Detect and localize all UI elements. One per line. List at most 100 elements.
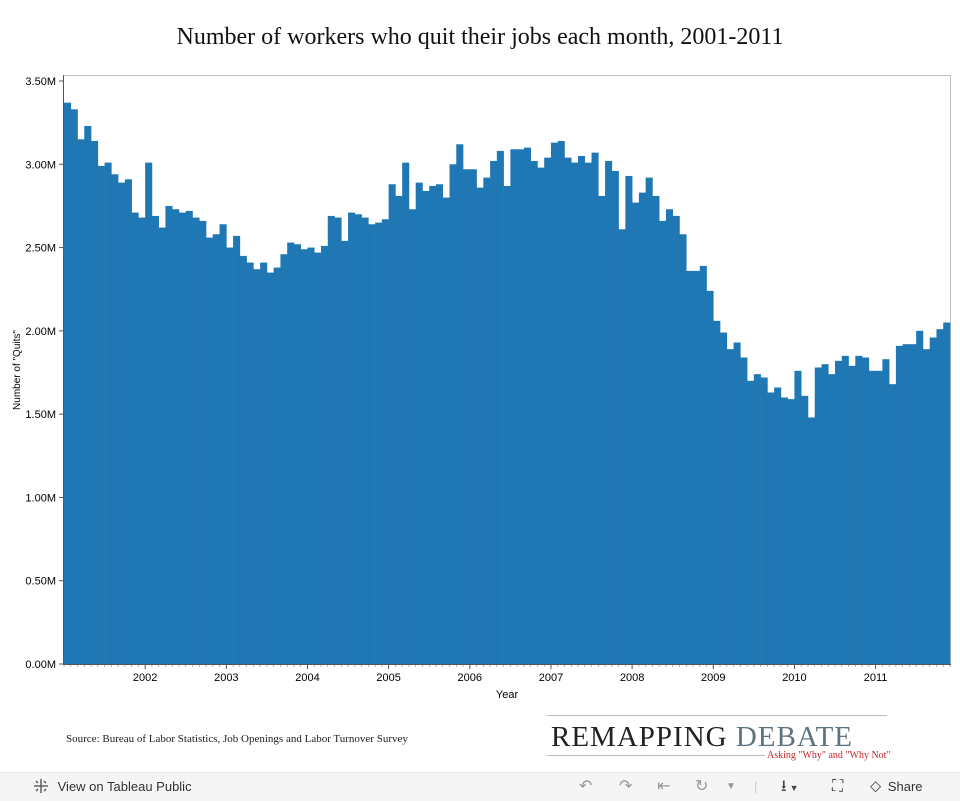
bar-75[interactable]	[571, 162, 579, 664]
bar-76[interactable]	[578, 155, 586, 664]
bar-3[interactable]	[84, 125, 92, 665]
bar-11[interactable]	[138, 217, 146, 664]
bar-90[interactable]	[672, 215, 680, 665]
bar-67[interactable]	[517, 149, 525, 665]
bar-0[interactable]	[64, 102, 72, 664]
bar-80[interactable]	[605, 160, 613, 664]
bar-92[interactable]	[686, 270, 694, 664]
bar-12[interactable]	[145, 162, 153, 664]
bar-31[interactable]	[273, 267, 281, 664]
bar-71[interactable]	[544, 157, 552, 664]
bar-78[interactable]	[591, 152, 599, 664]
bar-128[interactable]	[929, 337, 937, 664]
bar-33[interactable]	[287, 242, 295, 664]
bar-122[interactable]	[889, 384, 897, 664]
bar-20[interactable]	[199, 220, 207, 665]
bar-114[interactable]	[835, 360, 843, 664]
download-icon[interactable]: ⭳ ▼	[781, 778, 799, 795]
bar-39[interactable]	[327, 215, 335, 665]
fullscreen-icon[interactable]: ⛶	[832, 778, 844, 795]
bar-52[interactable]	[415, 182, 423, 665]
bar-104[interactable]	[767, 392, 775, 664]
bar-53[interactable]	[422, 190, 430, 664]
bar-110[interactable]	[807, 417, 816, 664]
bar-34[interactable]	[293, 244, 302, 665]
bar-112[interactable]	[821, 364, 829, 664]
bar-19[interactable]	[192, 217, 200, 664]
bar-32[interactable]	[280, 254, 288, 665]
bar-44[interactable]	[361, 217, 369, 664]
bar-95[interactable]	[706, 290, 714, 664]
bar-84[interactable]	[632, 202, 640, 664]
bar-88[interactable]	[659, 220, 667, 665]
bar-45[interactable]	[368, 224, 376, 664]
bar-38[interactable]	[321, 245, 329, 664]
bar-4[interactable]	[91, 140, 99, 665]
bar-5[interactable]	[97, 165, 105, 664]
dropdown-icon[interactable]: ▼	[726, 781, 736, 792]
bar-113[interactable]	[828, 374, 836, 664]
bar-99[interactable]	[733, 342, 741, 664]
remapping-debate-logo[interactable]: REMAPPING DEBATE Asking "Why" and "Why N…	[547, 715, 893, 765]
bar-43[interactable]	[354, 214, 362, 664]
bar-108[interactable]	[794, 370, 802, 664]
bar-15[interactable]	[165, 205, 173, 664]
bar-91[interactable]	[679, 234, 687, 664]
bar-9[interactable]	[124, 179, 132, 664]
bar-111[interactable]	[814, 367, 822, 665]
bar-79[interactable]	[598, 195, 606, 664]
bar-61[interactable]	[476, 187, 484, 665]
bar-24[interactable]	[226, 247, 234, 664]
bar-73[interactable]	[557, 140, 565, 665]
bar-42[interactable]	[348, 212, 356, 664]
bar-40[interactable]	[334, 217, 342, 664]
bar-129[interactable]	[936, 329, 944, 664]
bar-37[interactable]	[314, 252, 322, 664]
bar-46[interactable]	[375, 222, 383, 664]
bar-27[interactable]	[246, 262, 254, 664]
bar-36[interactable]	[307, 247, 315, 664]
bar-64[interactable]	[496, 150, 504, 664]
bar-121[interactable]	[882, 359, 890, 664]
bar-106[interactable]	[780, 397, 788, 664]
redo-icon[interactable]: ↷	[619, 778, 633, 795]
bar-26[interactable]	[239, 255, 247, 664]
bar-72[interactable]	[550, 142, 559, 664]
bar-77[interactable]	[584, 162, 592, 664]
bar-98[interactable]	[726, 349, 734, 664]
revert-icon[interactable]: ⇤	[657, 778, 671, 795]
bar-18[interactable]	[185, 210, 193, 664]
bar-85[interactable]	[638, 192, 646, 664]
bar-68[interactable]	[523, 147, 531, 664]
bar-74[interactable]	[564, 157, 572, 664]
bar-65[interactable]	[503, 185, 511, 664]
bar-87[interactable]	[652, 195, 660, 664]
bar-54[interactable]	[429, 185, 437, 664]
bar-8[interactable]	[118, 182, 126, 665]
bar-49[interactable]	[395, 195, 403, 664]
bar-10[interactable]	[131, 212, 139, 664]
bar-21[interactable]	[206, 237, 214, 664]
bar-55[interactable]	[435, 184, 444, 664]
bar-66[interactable]	[510, 149, 518, 665]
bar-117[interactable]	[855, 355, 863, 664]
bar-126[interactable]	[916, 330, 924, 664]
bar-63[interactable]	[490, 160, 498, 664]
bar-86[interactable]	[645, 177, 653, 665]
bar-89[interactable]	[665, 209, 673, 664]
bar-94[interactable]	[699, 265, 707, 664]
bar-58[interactable]	[456, 144, 464, 665]
undo-icon[interactable]: ↶	[579, 778, 593, 795]
bar-97[interactable]	[720, 332, 728, 664]
bar-120[interactable]	[875, 370, 883, 664]
bar-118[interactable]	[862, 357, 870, 664]
bar-69[interactable]	[530, 160, 538, 664]
bar-60[interactable]	[469, 169, 477, 664]
bar-70[interactable]	[537, 167, 545, 664]
bar-25[interactable]	[233, 235, 241, 664]
bar-107[interactable]	[787, 399, 795, 664]
bar-47[interactable]	[381, 219, 389, 664]
bar-119[interactable]	[868, 370, 876, 664]
bar-2[interactable]	[77, 139, 85, 665]
bar-130[interactable]	[943, 322, 951, 664]
